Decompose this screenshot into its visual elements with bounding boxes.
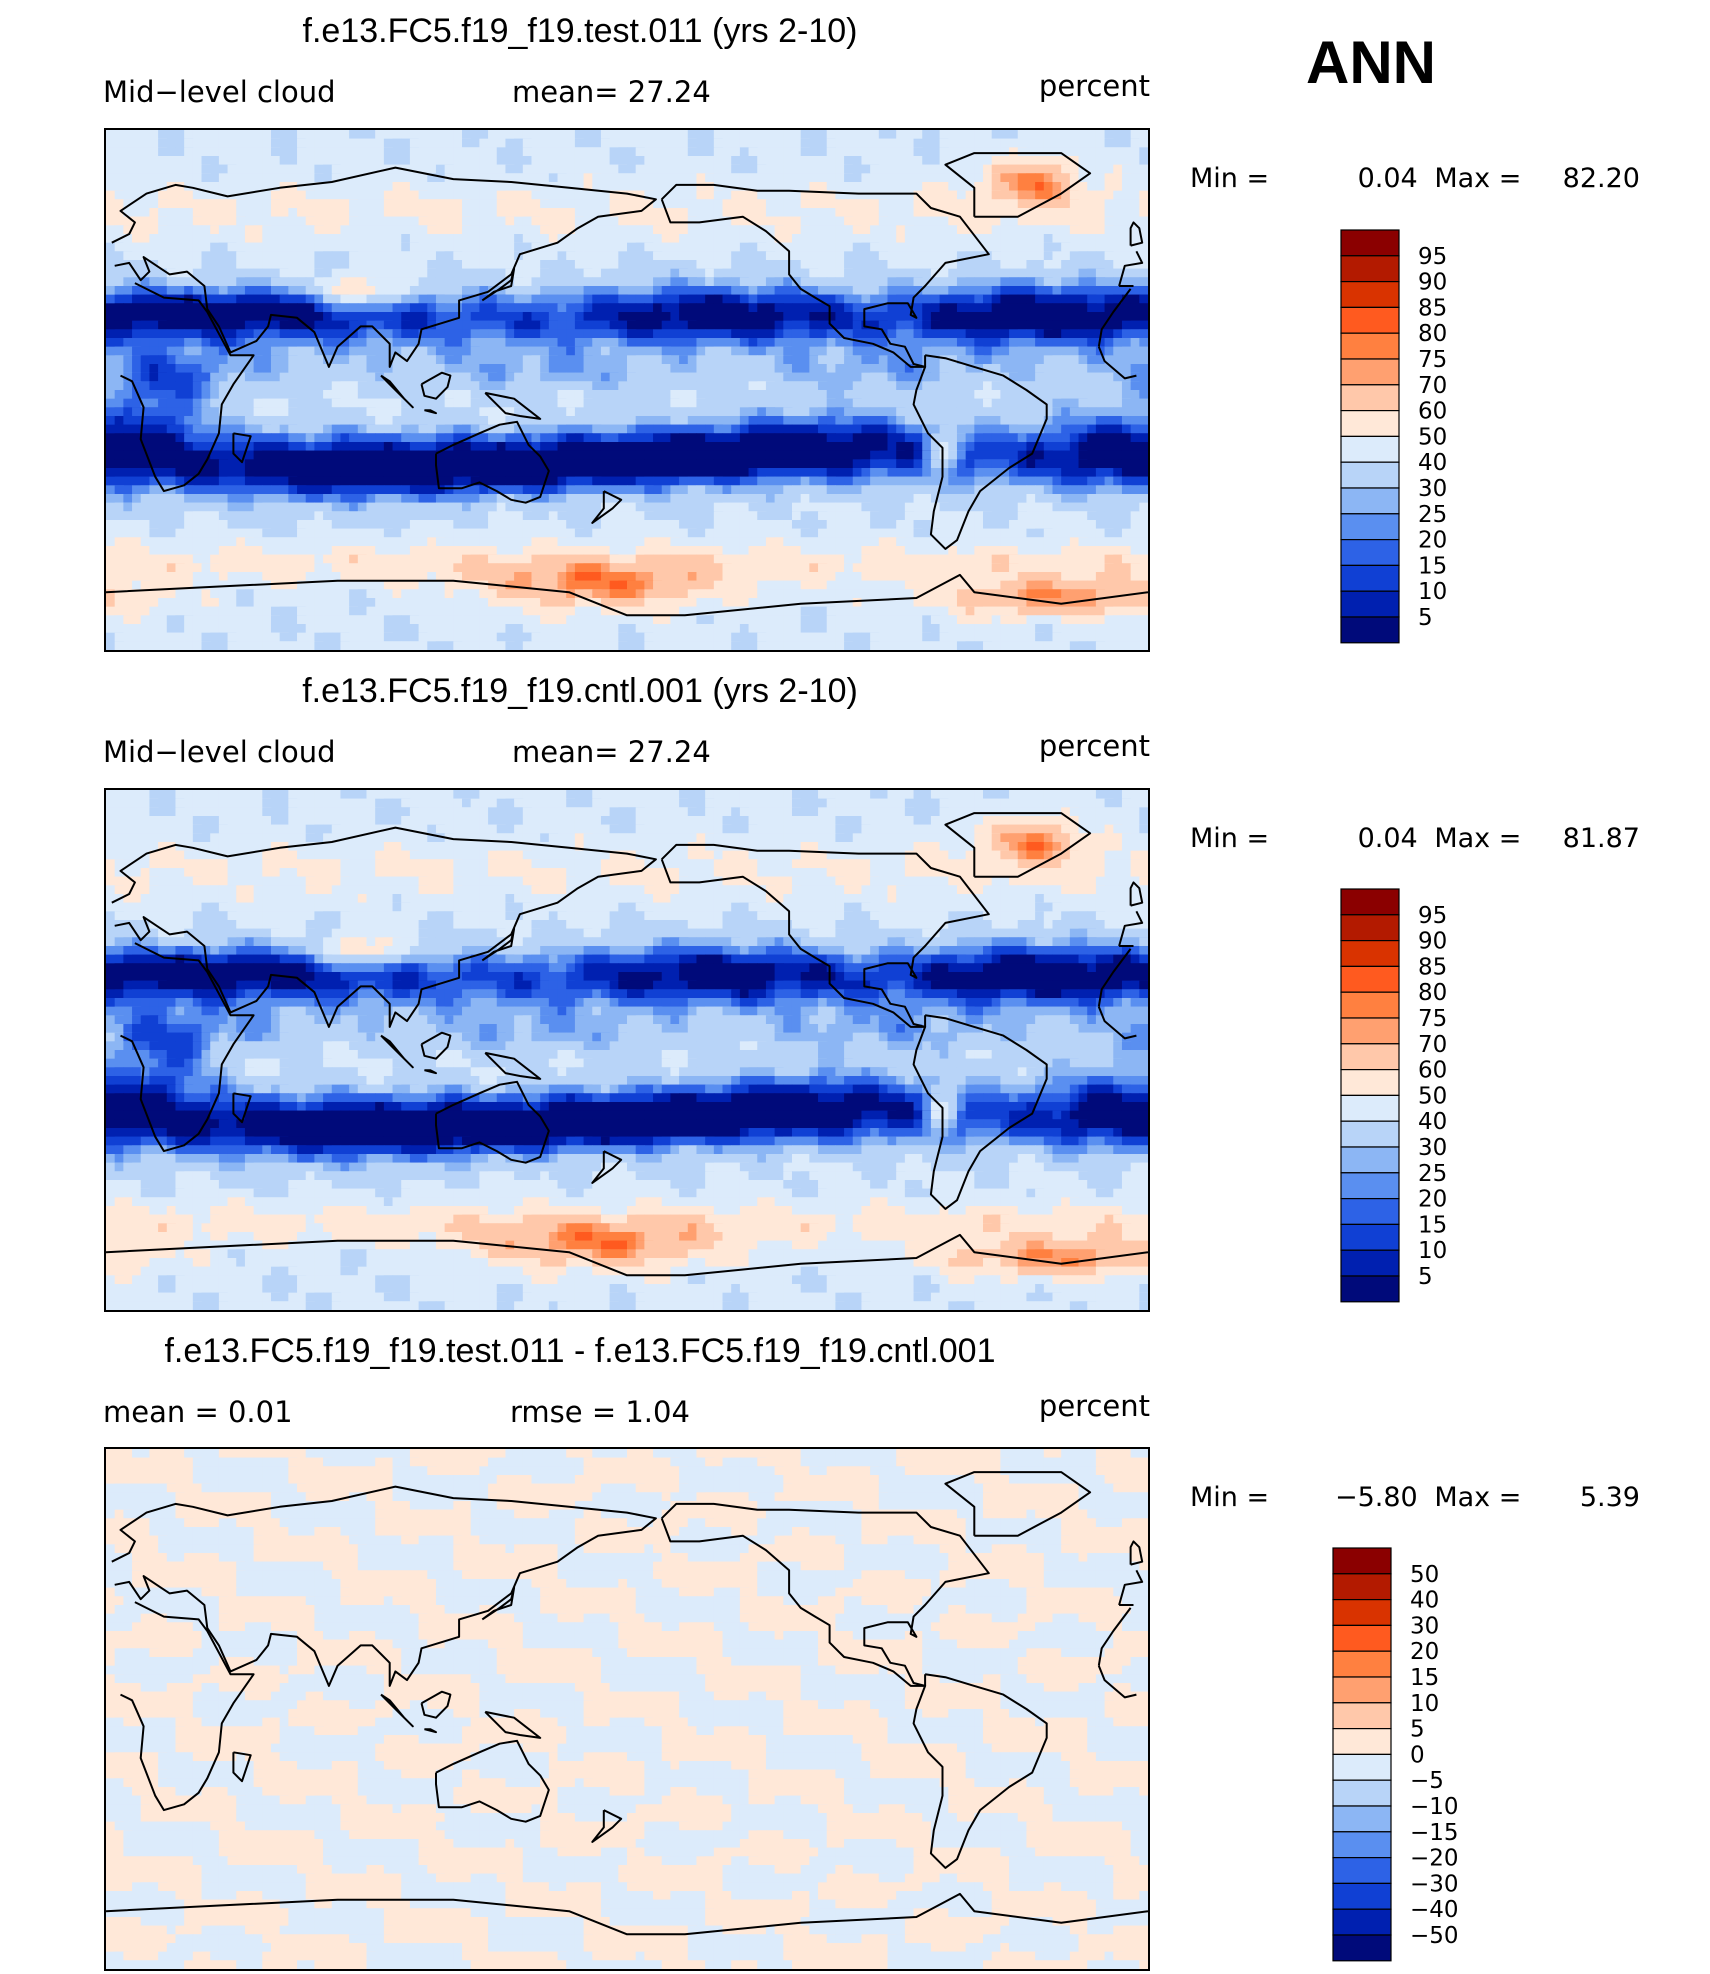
heatmap-cell — [1139, 260, 1148, 270]
heatmap-cell — [1139, 355, 1148, 365]
heatmap-cell — [1139, 130, 1148, 140]
heatmap-cell — [1139, 424, 1148, 434]
heatmap-cell — [1139, 329, 1148, 339]
heatmap-cell — [1139, 216, 1148, 226]
heatmap-cell — [1139, 398, 1148, 408]
heatmap-cell — [1139, 476, 1148, 486]
season-label: ANN — [1306, 28, 1436, 97]
heatmap-cell — [1139, 416, 1148, 426]
heatmap-cell — [1139, 138, 1148, 148]
heatmap-cell — [1139, 303, 1148, 313]
heatmap-cell — [1139, 450, 1148, 460]
heatmap-cell — [1139, 407, 1148, 417]
heatmap-cell — [1139, 156, 1148, 166]
heatmap-cell — [1139, 459, 1148, 469]
heatmap-cell — [1139, 346, 1148, 356]
heatmap-cell — [1139, 173, 1148, 183]
heatmap-cell — [1139, 468, 1148, 478]
heatmap-cells — [106, 130, 1148, 650]
heatmap-cell — [1139, 225, 1148, 235]
heatmap-cell — [1139, 268, 1148, 278]
heatmap-cell — [1139, 242, 1148, 252]
heatmap-cell — [1139, 372, 1148, 382]
map-panel-1 — [104, 128, 1150, 652]
variable-label: Mid−level cloud — [103, 75, 336, 109]
heatmap-cell — [1139, 294, 1148, 304]
heatmap-cell — [1139, 182, 1148, 192]
heatmap-cell — [1139, 364, 1148, 374]
panel-title: f.e13.FC5.f19_f19.test.011 (yrs 2-10) — [0, 12, 1160, 51]
heatmap-cell — [1139, 338, 1148, 348]
heatmap-cell — [1139, 234, 1148, 244]
heatmap-cell — [1139, 381, 1148, 391]
heatmap-cell — [1139, 208, 1148, 218]
heatmap-cell — [1139, 390, 1148, 400]
units-label: percent — [1039, 69, 1150, 103]
mean-label: mean= 27.24 — [512, 75, 711, 109]
heatmap-cell — [1139, 320, 1148, 330]
heatmap-cell — [1139, 277, 1148, 287]
heatmap-cell — [1139, 312, 1148, 322]
heatmap-cell — [1139, 286, 1148, 296]
heatmap-cell — [1139, 199, 1148, 209]
heatmap-cell — [1139, 147, 1148, 157]
heatmap-cell — [1139, 164, 1148, 174]
heatmap-cell — [1139, 433, 1148, 443]
heatmap-cell — [1139, 251, 1148, 261]
heatmap-cell — [1139, 442, 1148, 452]
heatmap-cell — [1139, 190, 1148, 200]
